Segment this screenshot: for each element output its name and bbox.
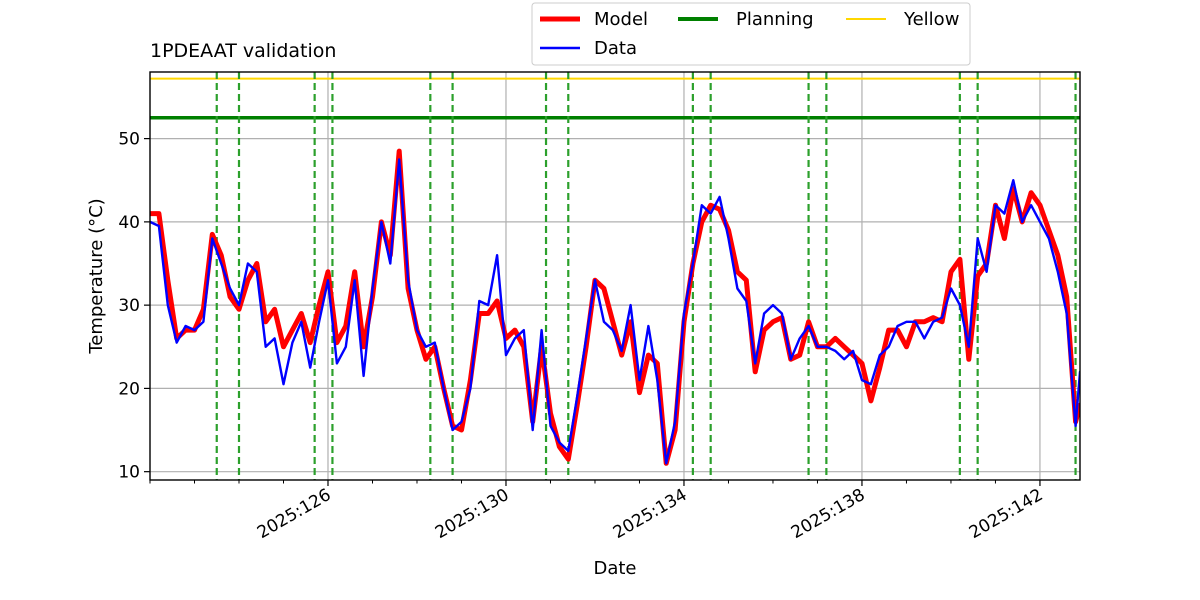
chart-title: 1PDEAAT validation: [150, 40, 336, 62]
y-axis-label: Temperature (°C): [86, 198, 107, 354]
legend-planning-label: Planning: [736, 9, 814, 30]
legend-data-label: Data: [594, 38, 637, 59]
x-tick-label-3: 2025:138: [788, 485, 869, 543]
x-tick-label-2: 2025:134: [610, 485, 691, 543]
x-tick-label-0: 2025:126: [254, 485, 335, 543]
series-line-data: [150, 158, 1080, 465]
y-tick-label-3: 40: [118, 213, 140, 233]
x-tick-label-1: 2025:130: [432, 485, 513, 543]
x-tick-label-4: 2025:142: [966, 485, 1047, 543]
y-tick-label-2: 30: [118, 296, 140, 316]
y-tick-label-0: 10: [118, 463, 140, 483]
series-line-model: [150, 148, 1080, 466]
legend-yellow-label: Yellow: [903, 9, 959, 30]
legend: Model Data Planning Yellow: [531, 2, 971, 66]
legend-model-label: Model: [594, 9, 648, 30]
plot-area: [150, 72, 1080, 480]
axes: 10 20 30 40 50 2025:126 2025:130 2025:134 2025:1…: [118, 130, 1046, 543]
y-tick-label-4: 50: [118, 130, 140, 150]
plot-frame: [149, 71, 1081, 481]
grid-lines: [150, 72, 1080, 480]
x-axis-label: Date: [593, 558, 636, 579]
y-tick-label-1: 20: [118, 379, 140, 399]
